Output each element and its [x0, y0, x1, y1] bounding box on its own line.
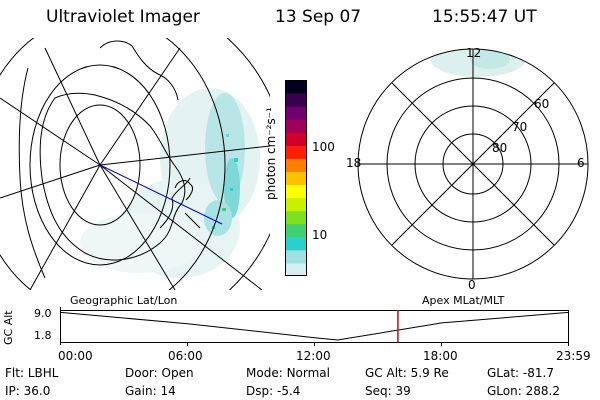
colorbar-unit-label: photon cm⁻²s⁻¹	[264, 107, 278, 200]
graticule	[0, 38, 270, 290]
mlt-label-18: 18	[346, 156, 362, 170]
status-glon: GLon: 288.2	[487, 384, 560, 398]
colorbar	[285, 80, 312, 277]
mlt-label-0: 0	[468, 278, 476, 292]
timeline-left-title: Geographic Lat/Lon	[70, 294, 178, 307]
x-tick-1800: 18:00	[423, 349, 458, 363]
status-seq: Seq: 39	[365, 384, 411, 398]
mlt-label-12: 12	[466, 46, 482, 60]
auroral-emission	[80, 88, 260, 278]
colorbar-stripe	[285, 93, 307, 107]
status-glat: GLat: -81.7	[487, 366, 554, 380]
timeline-right-title: Apex MLat/MLT	[422, 294, 505, 307]
instrument-title: Ultraviolet Imager	[46, 7, 200, 27]
lat-label-70: 70	[512, 120, 528, 134]
colorbar-tick-100: 100	[312, 140, 335, 154]
colorbar-stripe	[285, 249, 307, 264]
status-door: Door: Open	[125, 366, 194, 380]
x-tick-1200: 12:00	[296, 349, 331, 363]
colorbar-stripe	[285, 184, 307, 199]
x-tick-2359: 23:59	[556, 349, 591, 363]
colorbar-stripe	[285, 132, 307, 146]
timeline-y-tick-top: 9.0	[34, 307, 52, 320]
lat-label-80: 80	[492, 141, 508, 155]
timeline-y-tick-bottom: 1.8	[34, 329, 52, 342]
date-label: 13 Sep 07	[275, 7, 362, 27]
x-tick-0000: 00:00	[58, 349, 93, 363]
colorbar-stripe	[285, 158, 307, 172]
geographic-map	[0, 38, 270, 290]
colorbar-stripe	[285, 171, 307, 186]
colorbar-stripe	[285, 106, 307, 120]
colorbar-stripe	[285, 236, 307, 251]
coastlines	[18, 40, 201, 279]
mlt-label-6: 6	[577, 156, 585, 170]
altitude-timeline-chart	[60, 307, 569, 346]
status-ip: IP: 36.0	[5, 384, 51, 398]
status-gc-alt: GC Alt: 5.9 Re	[365, 366, 449, 380]
timeline-y-label: GC Alt	[2, 310, 15, 345]
lat-label-60: 60	[534, 97, 550, 111]
colorbar-stripe	[285, 197, 307, 212]
satellite-track	[99, 164, 223, 225]
x-tick-0600: 06:00	[168, 349, 203, 363]
colorbar-stripe	[285, 210, 307, 225]
colorbar-tick-10: 10	[312, 228, 328, 242]
status-mode: Mode: Normal	[246, 366, 330, 380]
altitude-series-line	[60, 311, 569, 341]
colorbar-stripe	[285, 262, 307, 277]
time-label: 15:55:47 UT	[432, 7, 537, 27]
colorbar-stripe	[285, 80, 307, 94]
colorbar-stripe	[285, 119, 307, 133]
colorbar-stripe	[285, 223, 307, 238]
status-gain: Gain: 14	[125, 384, 176, 398]
status-flt: Flt: LBHL	[5, 366, 59, 380]
status-dsp: Dsp: -5.4	[246, 384, 301, 398]
colorbar-stripe	[285, 145, 307, 159]
polar-mlt-plot	[357, 48, 589, 280]
